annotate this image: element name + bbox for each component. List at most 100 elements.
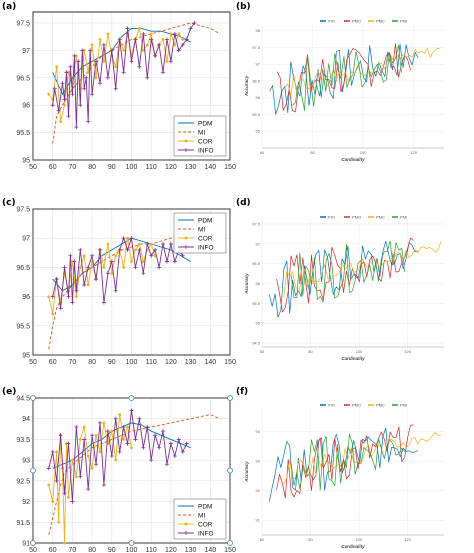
x-tick-label: 60 (49, 547, 57, 553)
series-line-pmc (284, 47, 440, 96)
panel-label: (e) (2, 387, 16, 397)
data-point-info (50, 294, 55, 299)
data-point-cor (57, 520, 61, 524)
data-point-info (176, 437, 181, 442)
data-point-info (70, 92, 75, 97)
chart-panel-1: (a) 50 60 70 80 90 100 110 120 130 140 150 95 95.5 96 9… (2, 2, 236, 171)
panel-label: (a) (2, 2, 16, 12)
data-point-info (149, 458, 154, 463)
data-point-cor (106, 242, 110, 246)
y-axis-label: Accuracy (244, 273, 249, 295)
data-point-cor (55, 450, 59, 454)
chart-panel-3: (c) 50 60 70 80 90 100 110 120 130 140 150 95 95.5 96 9… (2, 198, 236, 366)
panel-label: (d) (236, 198, 251, 208)
data-point-info (74, 425, 79, 429)
data-point-info (117, 449, 122, 454)
series-line-pdm (52, 27, 191, 96)
data-point-cor (55, 65, 59, 69)
data-point-cor (130, 260, 133, 263)
data-point-cor (74, 475, 78, 479)
series-line-pmo (276, 237, 414, 313)
data-point-info (68, 64, 73, 69)
selection-handle (128, 395, 135, 401)
data-point-cor (149, 32, 153, 36)
data-point-info (94, 59, 99, 64)
data-point-cor (149, 242, 153, 246)
data-point-cor (141, 260, 145, 263)
legend-marker-info (184, 531, 188, 535)
series-line-pmi (290, 434, 405, 491)
data-point-info (78, 247, 83, 252)
x-tick-label: 100 (126, 164, 138, 171)
legend-label: INFO (198, 147, 214, 154)
y-tick-label: 95.5 (16, 323, 30, 330)
x-tick-label: 100 (360, 150, 367, 155)
data-point-info (66, 441, 71, 446)
y-tick-label: 97.5 (252, 45, 261, 50)
data-point-cor (90, 43, 94, 47)
data-point-info (168, 242, 173, 247)
data-point-info (113, 288, 118, 293)
data-point-info (90, 433, 95, 438)
y-tick-label: 91 (22, 541, 30, 548)
legend: PIO PMO PMC PMI (320, 19, 407, 24)
data-point-info (149, 253, 154, 258)
y-tick-label: 95.5 (252, 112, 261, 117)
y-tick-label: 96.5 (16, 75, 30, 82)
x-tick-label: 120 (404, 349, 411, 354)
data-point-info (74, 288, 79, 293)
data-point-cor (74, 295, 78, 298)
data-point-info (84, 75, 89, 80)
x-tick-label: 50 (29, 359, 37, 366)
data-point-info (82, 437, 87, 442)
y-tick-label: 96 (22, 103, 30, 110)
y-tick-label: 96.5 (252, 78, 261, 83)
data-point-cor (47, 295, 51, 298)
x-tick-label: 80 (308, 537, 313, 542)
data-point-info (149, 37, 154, 42)
data-point-info (109, 454, 114, 458)
data-point-cor (181, 38, 185, 41)
x-tick-label: 130 (185, 164, 197, 171)
data-point-info (121, 70, 126, 75)
data-point-info (145, 425, 150, 429)
legend: PDM MI COR INFO (173, 115, 227, 157)
series-line-pmc (283, 432, 442, 485)
y-axis-label: Accuracy (244, 461, 249, 483)
y-tick-label: 97 (22, 48, 30, 55)
x-axis-label: Cardinality (341, 356, 365, 361)
data-point-cor (102, 266, 106, 269)
legend-label: PIO (328, 215, 335, 220)
data-point-info (180, 253, 185, 258)
y-tick-label: 93 (256, 459, 261, 464)
chart-panel-6: (f) 91 92 93 94 60 80 100 120 Cardinality Accuracy… (236, 387, 444, 549)
y-tick-label: 92.5 (16, 478, 30, 485)
series-line-info (48, 410, 188, 502)
data-point-cor (137, 27, 141, 30)
data-point-cor (82, 254, 86, 258)
data-point-info (168, 441, 173, 446)
x-axis-label: Cardinality (341, 544, 365, 549)
data-point-info (180, 42, 185, 47)
data-point-info (94, 462, 99, 467)
data-point-info (90, 253, 95, 258)
data-point-cor (118, 413, 122, 416)
data-point-info (97, 81, 102, 86)
data-point-cor (177, 32, 181, 36)
data-point-info (54, 277, 59, 282)
data-point-info (184, 37, 189, 42)
data-point-info (64, 70, 69, 75)
y-tick-label: 96.5 (252, 261, 261, 266)
data-point-cor (141, 48, 145, 52)
chart-panel-4: (d) 94.5 95 95.5 96 96.5 97 97.5 60 80 100 120 Cardi… (236, 198, 444, 361)
data-point-info (62, 491, 67, 496)
data-point-info (109, 48, 114, 53)
y-tick-label: 96 (256, 95, 261, 100)
x-tick-label: 60 (49, 164, 57, 171)
series-line-pio (268, 427, 418, 502)
legend-label: MI (198, 512, 205, 519)
data-point-info (145, 75, 150, 80)
data-point-info (62, 265, 67, 270)
legend-marker-info (184, 245, 188, 249)
